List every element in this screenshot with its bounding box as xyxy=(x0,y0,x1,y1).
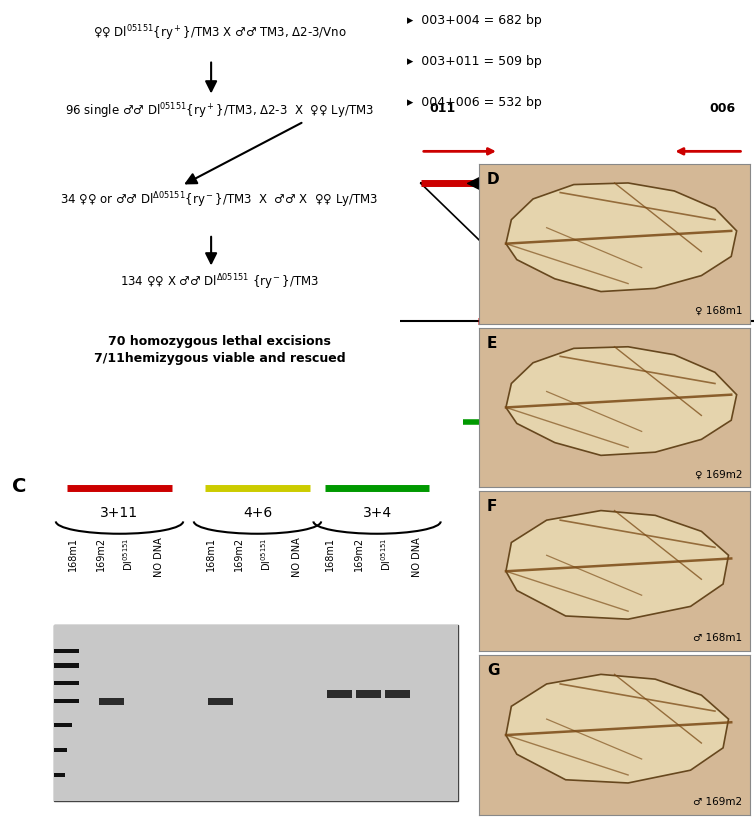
Bar xyxy=(54,663,79,667)
Text: 169m2: 169m2 xyxy=(234,537,244,572)
Bar xyxy=(54,649,79,654)
Text: 003: 003 xyxy=(486,244,512,257)
Text: F: F xyxy=(487,500,498,514)
Text: 4+6: 4+6 xyxy=(243,505,272,519)
Text: 70 homozygous lethal excisions
7/11hemizygous viable and rescued: 70 homozygous lethal excisions 7/11hemiz… xyxy=(93,335,345,364)
Bar xyxy=(54,723,72,727)
Polygon shape xyxy=(506,346,737,455)
Bar xyxy=(54,626,458,801)
Bar xyxy=(99,698,124,705)
Text: 168m1: 168m1 xyxy=(67,537,78,572)
Text: E: E xyxy=(487,336,498,351)
Bar xyxy=(54,772,65,776)
Polygon shape xyxy=(506,183,737,292)
Text: 169m2: 169m2 xyxy=(97,537,106,572)
Text: 004: 004 xyxy=(602,385,629,398)
Text: ♀ 168m1: ♀ 168m1 xyxy=(694,305,742,315)
Text: 011: 011 xyxy=(429,102,455,115)
Bar xyxy=(207,698,233,705)
Text: ♀♀ Dl$^{05151}${ry$^+$}/TM3 X ♂♂ TM3, Δ2-3/Vno: ♀♀ Dl$^{05151}${ry$^+$}/TM3 X ♂♂ TM3, Δ2… xyxy=(93,23,346,43)
Text: NO DNA: NO DNA xyxy=(293,537,302,577)
Bar xyxy=(54,681,79,686)
Text: ▸  003+011 = 509 bp: ▸ 003+011 = 509 bp xyxy=(406,55,541,68)
Bar xyxy=(327,690,353,699)
Text: 006: 006 xyxy=(709,102,735,115)
Polygon shape xyxy=(506,510,728,619)
Text: 3+4: 3+4 xyxy=(363,505,391,519)
Text: C: C xyxy=(12,477,26,496)
Text: G: G xyxy=(487,663,499,678)
Text: Dl$^{05151}$: Dl$^{05151}$ xyxy=(379,537,393,571)
Text: Dl$^{05151}$: Dl$^{05151}$ xyxy=(121,537,136,571)
Text: ▸  003+004 = 682 bp: ▸ 003+004 = 682 bp xyxy=(406,14,541,27)
Bar xyxy=(54,699,79,703)
Text: 169m2: 169m2 xyxy=(354,537,364,572)
Text: Dl$^{05151}$: Dl$^{05151}$ xyxy=(259,537,274,571)
Text: D: D xyxy=(487,172,500,187)
Text: 168m1: 168m1 xyxy=(205,537,216,572)
Text: 34 ♀♀ or ♂♂ Dl$^{Δ05151}${ry$^-$}/TM3  X  ♂♂ X  ♀♀ Ly/TM3: 34 ♀♀ or ♂♂ Dl$^{Δ05151}${ry$^-$}/TM3 X … xyxy=(60,190,379,210)
Text: ▸  004+006 = 532 bp: ▸ 004+006 = 532 bp xyxy=(406,97,541,109)
Bar xyxy=(385,690,410,699)
Text: NO DNA: NO DNA xyxy=(412,537,422,577)
Text: 96 single ♂♂ Dl$^{05151}${ry$^+$}/TM3, Δ2-3  X  ♀♀ Ly/TM3: 96 single ♂♂ Dl$^{05151}${ry$^+$}/TM3, Δ… xyxy=(65,101,374,120)
Text: NO DNA: NO DNA xyxy=(155,537,164,577)
Text: ♂ 169m2: ♂ 169m2 xyxy=(693,797,742,807)
Bar xyxy=(54,748,67,752)
Polygon shape xyxy=(506,674,728,783)
Text: 134 ♀♀ X ♂♂ Dl$^{Δ05151}$ {ry$^-$}/TM3: 134 ♀♀ X ♂♂ Dl$^{Δ05151}$ {ry$^-$}/TM3 xyxy=(120,273,319,292)
Bar xyxy=(54,626,458,801)
Text: 3+11: 3+11 xyxy=(100,505,139,519)
Text: ♀ 169m2: ♀ 169m2 xyxy=(694,469,742,479)
Text: ♂ 168m1: ♂ 168m1 xyxy=(693,633,742,643)
Bar xyxy=(356,690,382,699)
Text: 168m1: 168m1 xyxy=(325,537,335,572)
